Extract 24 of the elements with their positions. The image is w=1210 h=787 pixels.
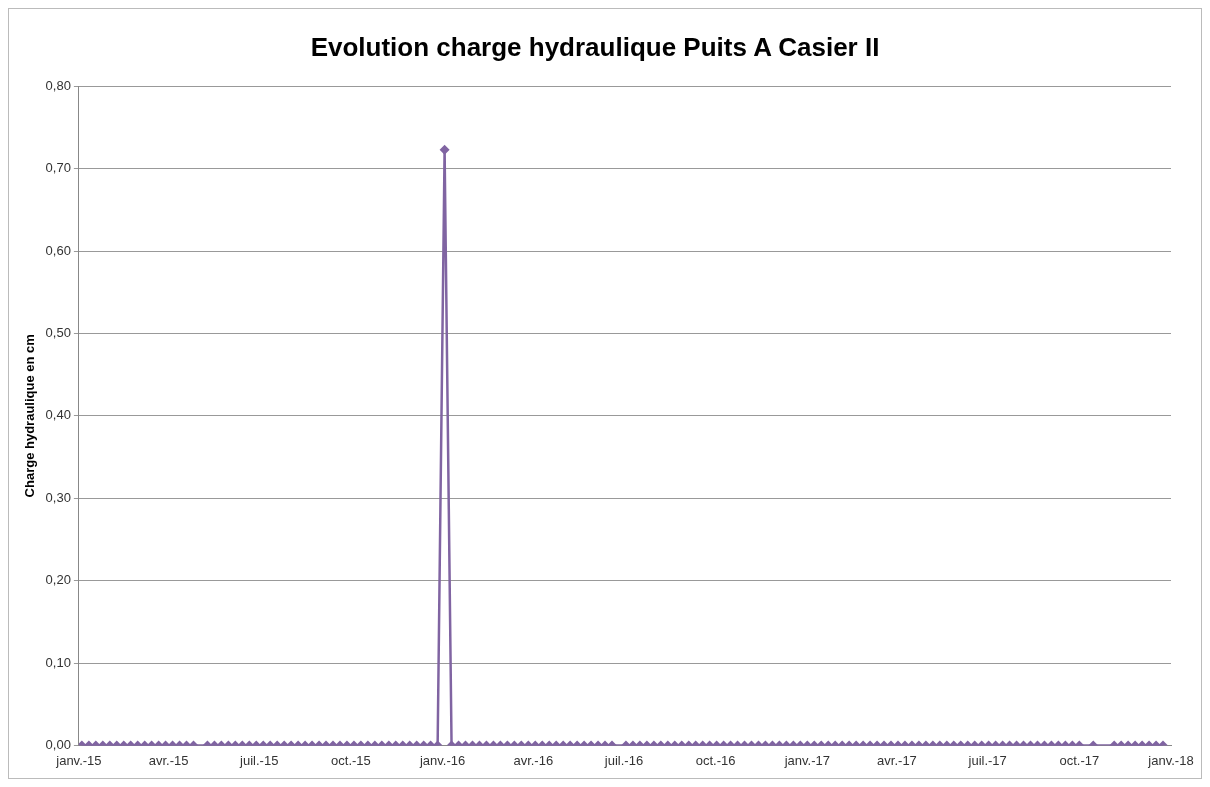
- x-tick-label: janv.-16: [418, 752, 466, 768]
- y-tick-label: 0,60: [45, 242, 71, 258]
- y-tick-label: 0,40: [45, 407, 71, 423]
- chart-title: Evolution charge hydraulique Puits A Casier II: [310, 31, 880, 62]
- y-tick-label: 0,20: [45, 572, 71, 588]
- y-tick-label: 0,00: [45, 736, 71, 752]
- x-tick-label: juil.-16: [603, 752, 644, 768]
- y-axis-title: Charge hydraulique en cm: [22, 334, 38, 498]
- x-tick-label: janv.-15: [55, 752, 102, 768]
- x-tick-label: janv.-17: [783, 752, 830, 768]
- x-tick-label: oct.-17: [1059, 752, 1100, 768]
- x-tick-label: avr.-15: [148, 752, 189, 768]
- y-tick-label: 0,10: [45, 654, 71, 670]
- y-tick-label: 0,80: [45, 77, 71, 93]
- x-tick-label: avr.-16: [513, 752, 554, 768]
- x-tick-label: avr.-17: [877, 752, 917, 768]
- y-tick-label: 0,30: [45, 489, 71, 505]
- x-tick-label: oct.-15: [331, 752, 371, 768]
- x-tick-label: oct.-16: [695, 752, 736, 768]
- y-tick-label: 0,50: [45, 324, 71, 340]
- x-tick-label: juil.-15: [239, 752, 279, 768]
- x-tick-label: janv.-18: [1147, 752, 1194, 768]
- y-tick-label: 0,70: [45, 160, 71, 176]
- x-tick-label: juil.-17: [967, 752, 1007, 768]
